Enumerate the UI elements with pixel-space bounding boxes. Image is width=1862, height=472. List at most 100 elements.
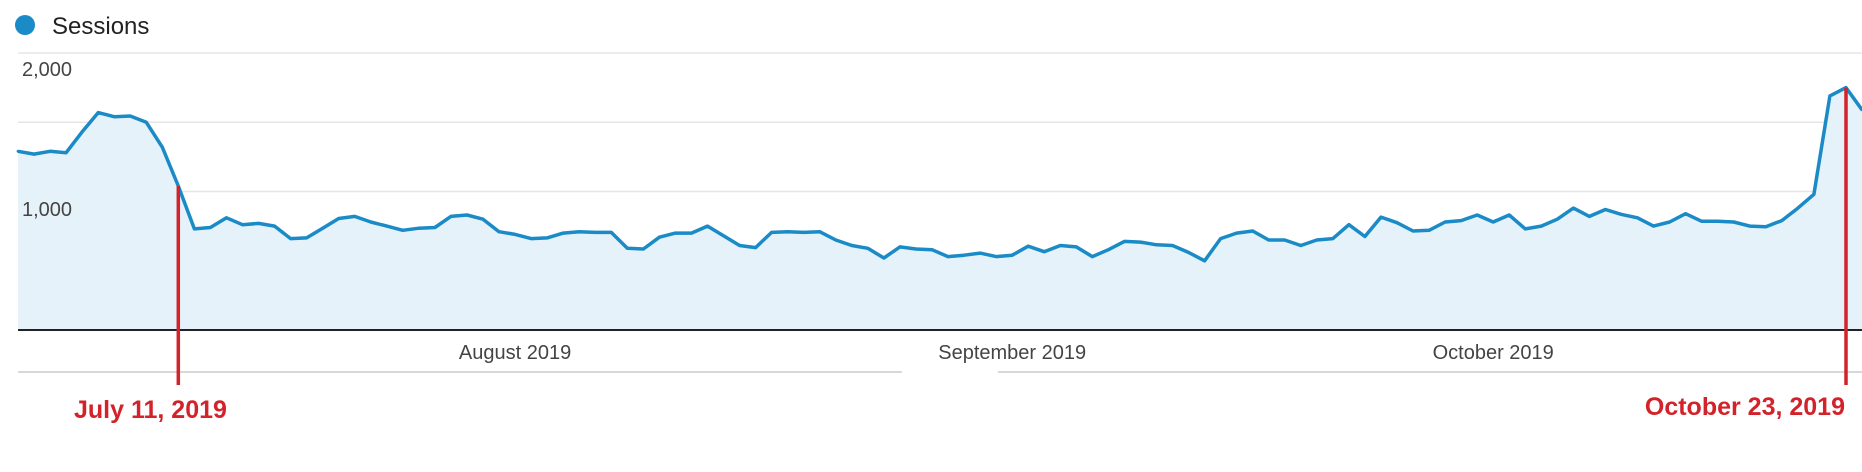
data-point[interactable] xyxy=(1026,244,1030,248)
data-point[interactable] xyxy=(722,234,725,238)
data-point[interactable] xyxy=(401,228,405,232)
data-point[interactable] xyxy=(770,231,773,234)
data-point[interactable] xyxy=(674,231,677,235)
data-point[interactable] xyxy=(1058,244,1062,247)
data-point[interactable] xyxy=(1572,206,1575,210)
data-point[interactable] xyxy=(962,253,966,257)
data-point[interactable] xyxy=(273,224,276,228)
data-point[interactable] xyxy=(834,238,838,242)
data-point[interactable] xyxy=(754,246,757,250)
data-point[interactable] xyxy=(1042,250,1046,254)
data-point[interactable] xyxy=(449,215,453,218)
data-point[interactable] xyxy=(1283,238,1287,242)
data-point[interactable] xyxy=(385,224,389,228)
data-point[interactable] xyxy=(1523,227,1527,231)
data-point[interactable] xyxy=(144,120,148,124)
data-point[interactable] xyxy=(625,246,629,250)
data-point[interactable] xyxy=(866,246,870,250)
data-point[interactable] xyxy=(1780,219,1784,223)
data-point[interactable] xyxy=(994,255,998,258)
data-point[interactable] xyxy=(545,236,549,240)
legend[interactable]: Sessions xyxy=(15,13,149,40)
data-point[interactable] xyxy=(1411,229,1415,233)
data-point[interactable] xyxy=(321,226,325,230)
data-point[interactable] xyxy=(1315,238,1319,242)
data-point[interactable] xyxy=(16,149,20,153)
data-point[interactable] xyxy=(1155,243,1158,247)
data-point[interactable] xyxy=(1828,94,1832,98)
data-point[interactable] xyxy=(369,220,373,224)
data-point[interactable] xyxy=(1010,253,1014,257)
data-point[interactable] xyxy=(289,237,292,241)
data-point[interactable] xyxy=(1187,251,1190,254)
data-point[interactable] xyxy=(128,114,132,118)
data-point[interactable] xyxy=(1588,215,1591,218)
data-point[interactable] xyxy=(337,217,341,220)
data-point[interactable] xyxy=(577,230,581,234)
data-point[interactable] xyxy=(305,236,308,240)
data-point[interactable] xyxy=(1475,213,1479,217)
data-point[interactable] xyxy=(802,231,806,234)
data-point[interactable] xyxy=(1379,215,1383,219)
data-point[interactable] xyxy=(1267,238,1271,242)
data-point[interactable] xyxy=(513,233,517,236)
data-point[interactable] xyxy=(1652,224,1655,228)
data-point[interactable] xyxy=(465,213,469,217)
data-point[interactable] xyxy=(417,226,421,230)
data-point[interactable] xyxy=(96,111,100,114)
data-point[interactable] xyxy=(1507,213,1511,217)
data-point[interactable] xyxy=(433,226,437,229)
data-point[interactable] xyxy=(1107,248,1110,252)
data-point[interactable] xyxy=(257,222,260,225)
data-point[interactable] xyxy=(1427,228,1431,232)
data-point[interactable] xyxy=(80,130,84,134)
data-point[interactable] xyxy=(786,230,790,234)
data-point[interactable] xyxy=(1123,240,1126,243)
data-point[interactable] xyxy=(642,247,645,251)
data-point[interactable] xyxy=(593,231,597,234)
data-point[interactable] xyxy=(1812,192,1816,196)
data-point[interactable] xyxy=(914,247,918,251)
data-point[interactable] xyxy=(1636,216,1639,220)
data-point[interactable] xyxy=(481,217,485,221)
data-point[interactable] xyxy=(1459,219,1463,223)
data-point[interactable] xyxy=(1363,235,1367,238)
data-point[interactable] xyxy=(738,244,741,247)
data-point[interactable] xyxy=(609,231,613,234)
data-point[interactable] xyxy=(850,244,854,247)
data-point[interactable] xyxy=(690,231,693,235)
data-point[interactable] xyxy=(1796,206,1800,210)
data-point[interactable] xyxy=(497,230,501,234)
data-point[interactable] xyxy=(1620,213,1623,216)
data-point[interactable] xyxy=(1700,219,1704,223)
data-point[interactable] xyxy=(1539,224,1543,228)
data-point[interactable] xyxy=(529,237,533,241)
data-point[interactable] xyxy=(1732,220,1736,224)
data-point[interactable] xyxy=(32,152,36,156)
data-point[interactable] xyxy=(353,215,357,218)
data-point[interactable] xyxy=(1443,220,1447,224)
data-point[interactable] xyxy=(1074,245,1078,249)
data-point[interactable] xyxy=(1171,244,1174,247)
data-point[interactable] xyxy=(64,151,68,155)
data-point[interactable] xyxy=(1668,220,1671,224)
data-point[interactable] xyxy=(930,248,934,252)
data-point[interactable] xyxy=(48,149,52,153)
data-point[interactable] xyxy=(1203,259,1206,263)
data-point[interactable] xyxy=(1139,240,1142,244)
data-point[interactable] xyxy=(1491,220,1495,224)
data-point[interactable] xyxy=(1219,237,1222,241)
data-point[interactable] xyxy=(898,245,902,249)
data-point[interactable] xyxy=(882,256,886,260)
data-point[interactable] xyxy=(1716,219,1720,223)
data-point[interactable] xyxy=(1748,224,1752,228)
data-point[interactable] xyxy=(946,255,950,258)
data-point[interactable] xyxy=(1331,237,1335,241)
data-point[interactable] xyxy=(1251,229,1255,233)
data-point[interactable] xyxy=(1090,255,1094,258)
data-point[interactable] xyxy=(978,251,982,255)
data-point[interactable] xyxy=(1684,212,1687,216)
data-point[interactable] xyxy=(1764,225,1768,229)
data-point[interactable] xyxy=(1555,217,1559,221)
data-point[interactable] xyxy=(193,227,196,231)
